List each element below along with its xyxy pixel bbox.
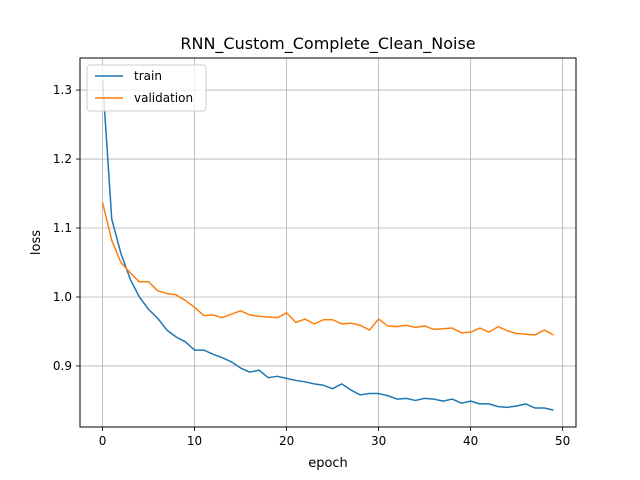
y-axis: 0.9 1.0 1.1 1.2 1.3 — [53, 83, 80, 373]
legend-label-train: train — [134, 69, 162, 83]
legend: train validation — [86, 64, 207, 112]
x-tick-label: 10 — [187, 434, 202, 448]
plot-area — [101, 79, 554, 411]
x-tick-label: 40 — [463, 434, 478, 448]
series-line-train — [101, 79, 554, 411]
chart-title: RNN_Custom_Complete_Clean_Noise — [180, 34, 475, 54]
x-tick-label: 20 — [279, 434, 294, 448]
y-tick-label: 1.0 — [53, 290, 72, 304]
series-line-validation — [101, 202, 554, 336]
x-tick-label: 30 — [371, 434, 386, 448]
y-tick-label: 1.3 — [53, 83, 72, 97]
y-tick-label: 1.2 — [53, 152, 72, 166]
y-tick-label: 1.1 — [53, 221, 72, 235]
x-tick-label: 50 — [555, 434, 570, 448]
legend-label-validation: validation — [134, 91, 193, 105]
y-axis-label: loss — [29, 230, 44, 255]
axes-frame — [79, 57, 577, 428]
x-axis-label: epoch — [308, 456, 348, 471]
x-axis: 0 10 20 30 40 50 — [99, 427, 570, 448]
y-tick-label: 0.9 — [53, 359, 72, 373]
x-tick-label: 0 — [99, 434, 107, 448]
grid — [80, 58, 576, 427]
